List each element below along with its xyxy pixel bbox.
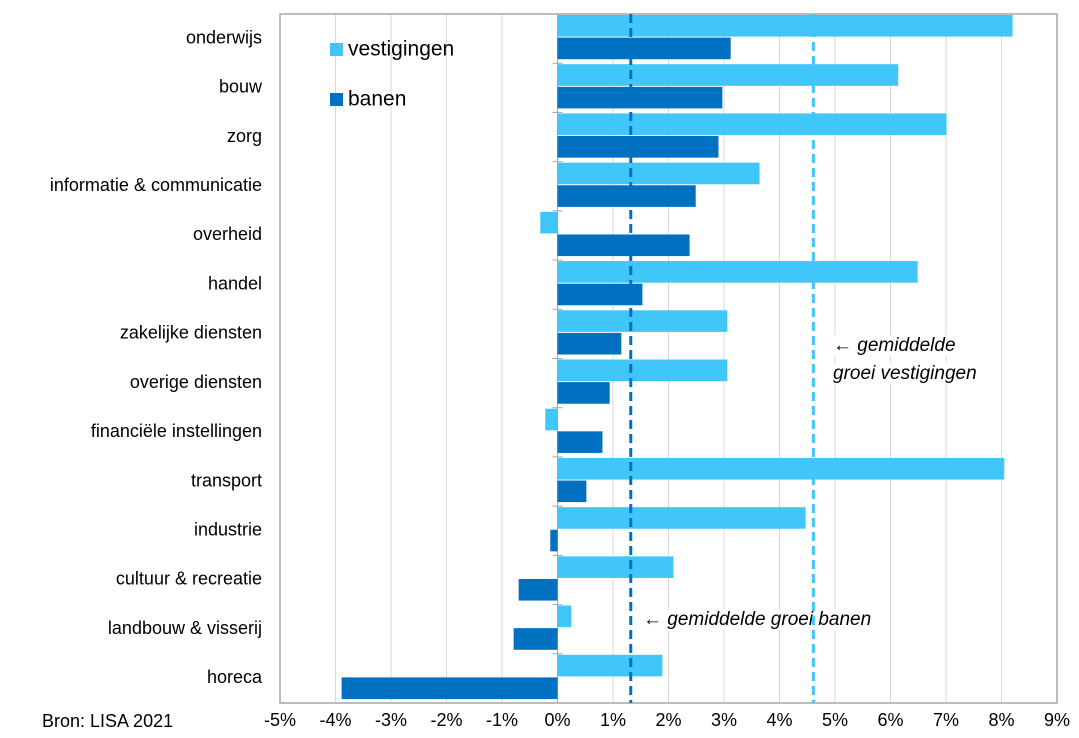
x-tick-label: 4% — [766, 710, 792, 730]
bar — [557, 234, 690, 257]
y-tick-label: onderwijs — [186, 27, 262, 47]
bar — [550, 529, 558, 552]
x-tick-label: 8% — [988, 710, 1014, 730]
y-tick-label: landbouw & visserij — [108, 618, 262, 638]
x-tick-label: 7% — [933, 710, 959, 730]
x-tick-label: 2% — [655, 710, 681, 730]
bar — [557, 382, 610, 404]
x-tick-label: 9% — [1044, 710, 1070, 730]
x-tick-label: 6% — [877, 710, 903, 730]
bar — [518, 578, 558, 601]
annotation: groei vestigingen — [833, 363, 977, 384]
y-tick-label: overheid — [193, 224, 262, 244]
x-tick-label: 1% — [600, 710, 626, 730]
legend-swatch — [330, 43, 343, 56]
annotation: ← gemiddelde groei banen — [643, 609, 871, 630]
x-tick-label: -2% — [430, 710, 462, 730]
x-tick-label: -3% — [375, 710, 407, 730]
x-tick-label: 3% — [711, 710, 737, 730]
bar — [540, 211, 558, 234]
bar — [545, 408, 558, 431]
bar — [557, 359, 728, 382]
y-tick-label: transport — [191, 470, 262, 490]
bar — [557, 480, 587, 503]
bar — [557, 64, 899, 86]
annotation-background — [830, 363, 980, 385]
y-tick-label: bouw — [219, 77, 263, 97]
bar — [557, 507, 806, 529]
y-tick-label: zorg — [227, 126, 262, 146]
y-tick-label: financiële instellingen — [91, 421, 262, 441]
bar — [557, 310, 728, 332]
bar — [557, 15, 1013, 37]
bar — [557, 605, 572, 628]
annotation-background — [640, 609, 875, 631]
source-note: Bron: LISA 2021 — [42, 711, 173, 731]
legend-label: vestigingen — [348, 38, 454, 61]
y-tick-label: zakelijke diensten — [120, 323, 262, 343]
bar — [513, 628, 558, 650]
bar — [557, 332, 622, 355]
x-tick-label: -1% — [486, 710, 518, 730]
bar — [557, 185, 696, 207]
bar — [557, 261, 918, 283]
x-tick-label: 5% — [822, 710, 848, 730]
bar — [557, 136, 719, 158]
bar — [557, 37, 731, 60]
plot-border — [279, 13, 1058, 704]
y-tick-label: handel — [208, 273, 262, 293]
x-tick-label: -5% — [264, 710, 296, 730]
legend-label: banen — [348, 88, 406, 111]
y-tick-label: cultuur & recreatie — [116, 569, 262, 589]
bar — [341, 677, 558, 699]
bar — [557, 86, 723, 109]
y-tick-label: informatie & communicatie — [50, 175, 262, 195]
bar — [557, 113, 947, 136]
y-tick-label: horeca — [207, 667, 263, 687]
bar — [557, 556, 674, 578]
annotation: ← gemiddelde — [833, 335, 956, 356]
bar — [557, 654, 663, 677]
x-tick-label: 0% — [544, 710, 570, 730]
y-tick-label: industrie — [194, 520, 262, 540]
x-tick-label: -4% — [319, 710, 351, 730]
bar — [557, 162, 760, 185]
bar — [557, 431, 603, 453]
bar — [557, 457, 1005, 480]
bar — [557, 283, 643, 306]
annotation-background — [830, 335, 959, 357]
legend-swatch — [330, 93, 343, 106]
y-tick-label: overige diensten — [130, 372, 262, 392]
